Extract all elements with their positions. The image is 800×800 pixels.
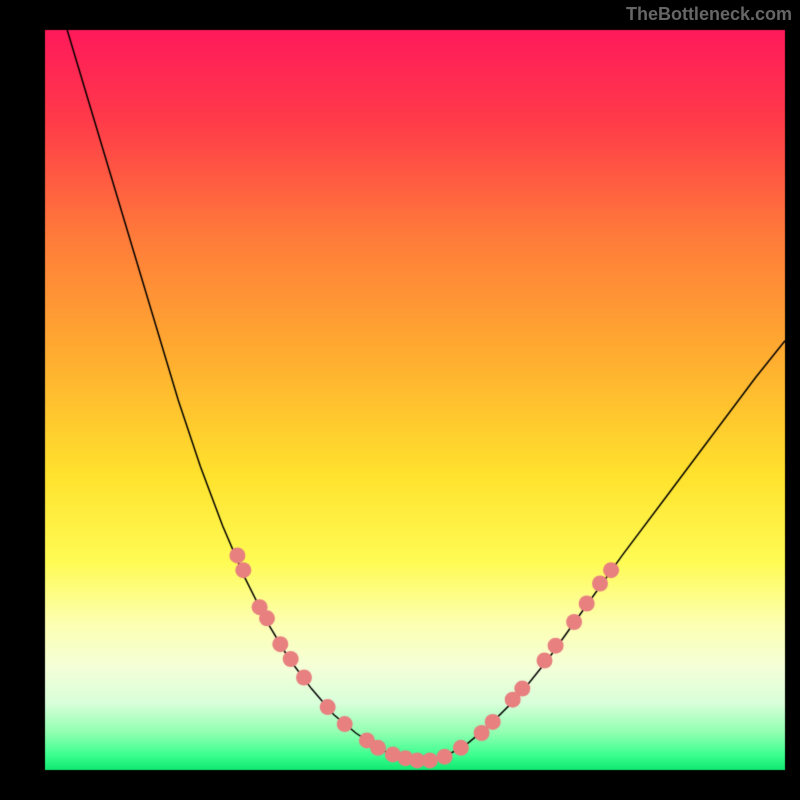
chart-container: TheBottleneck.com bbox=[0, 0, 800, 800]
watermark-label: TheBottleneck.com bbox=[626, 4, 792, 25]
bottleneck-curve-chart bbox=[0, 0, 800, 800]
